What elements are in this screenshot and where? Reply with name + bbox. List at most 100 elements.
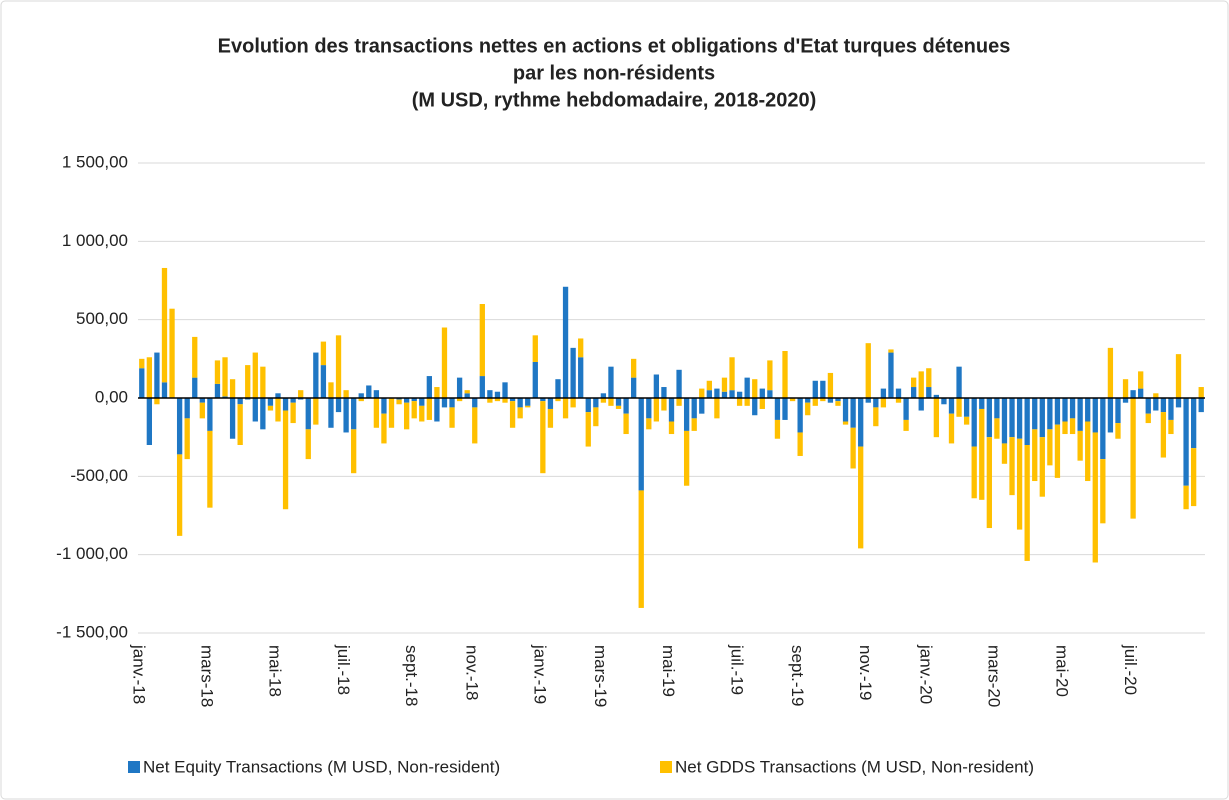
bar-segment — [880, 398, 887, 408]
bar-segment — [252, 352, 258, 398]
bar-segment — [199, 398, 205, 403]
x-tick-label: nov.-19 — [856, 645, 875, 700]
x-tick-label: janv.-19 — [531, 644, 550, 704]
bar-segment — [842, 421, 849, 425]
bar-segment — [608, 366, 614, 398]
bar-segment — [305, 398, 311, 430]
bar-segment — [873, 407, 879, 427]
bar-segment — [1047, 429, 1053, 466]
x-tick-label: juil.-19 — [727, 644, 746, 695]
bar-segment — [161, 382, 168, 398]
bar-segment — [464, 393, 470, 398]
bar-segment — [646, 398, 652, 419]
bar-segment — [835, 398, 841, 402]
bar-segment — [419, 398, 425, 406]
bar-segment — [979, 408, 985, 500]
bar-segment — [926, 368, 932, 388]
bar-segment — [199, 402, 205, 419]
bar-segment — [426, 398, 432, 420]
bar-segment — [192, 336, 198, 378]
bar-segment — [729, 390, 735, 398]
bar-segment — [252, 398, 258, 422]
bar-segment — [1168, 398, 1174, 420]
bar-segment — [948, 413, 955, 444]
bar-segment — [1054, 398, 1061, 425]
bar-segment — [1130, 390, 1136, 398]
bar-segment — [381, 398, 387, 414]
bar-segment — [237, 398, 243, 405]
bar-segment — [721, 377, 728, 392]
bar-segment — [895, 388, 902, 398]
bar-segment — [578, 357, 584, 398]
bar-segment — [744, 398, 750, 406]
bar-segment — [547, 398, 554, 409]
bar-segment — [948, 398, 955, 414]
bar-segment — [774, 398, 781, 420]
bar-segment — [237, 404, 243, 445]
bar-segment — [555, 379, 561, 398]
bar-segment — [555, 398, 561, 402]
bar-segment — [456, 398, 463, 402]
bar-segment — [525, 405, 531, 408]
bar-segment — [714, 398, 720, 419]
bar-segment — [986, 398, 992, 438]
bar-segment — [835, 401, 841, 406]
bar-segment — [517, 398, 523, 408]
bar-segment — [396, 399, 402, 405]
bar-segment — [1115, 423, 1121, 439]
bar-segment — [895, 398, 902, 403]
bar-segment — [827, 372, 834, 398]
bar-segment — [547, 408, 554, 428]
bar-segment — [245, 365, 251, 398]
bar-segment — [381, 413, 387, 444]
bar-segment — [1085, 398, 1091, 422]
bar-segment — [335, 398, 342, 413]
bar-segment — [1047, 398, 1053, 430]
bar-segment — [744, 377, 750, 398]
bar-segment — [517, 407, 523, 419]
bar-segment — [963, 416, 970, 425]
bar-segment — [1001, 443, 1008, 464]
bar-segment — [820, 380, 826, 398]
bar-segment — [328, 382, 334, 398]
bar-segment — [1122, 398, 1129, 403]
bar-segment — [320, 341, 327, 366]
bar-segment — [911, 377, 917, 388]
bar-segment — [1092, 432, 1098, 563]
bar-segment — [464, 390, 470, 394]
bar-segment — [1198, 387, 1204, 398]
bar-segment — [903, 419, 909, 431]
bar-segment — [873, 398, 879, 408]
bar-segment — [441, 398, 448, 408]
bar-segment — [805, 398, 811, 403]
legend-label: Net Equity Transactions (M USD, Non-resi… — [143, 757, 500, 776]
bar-segment — [358, 398, 364, 402]
bar-segment — [1069, 418, 1076, 435]
y-tick-label: 1 500,00 — [62, 152, 128, 171]
bar-segment — [1175, 354, 1182, 398]
bar-segment — [994, 398, 1000, 419]
bar-segment — [721, 391, 728, 398]
bar-segment — [593, 407, 599, 427]
bar-segment — [858, 398, 864, 447]
bar-segment — [320, 365, 327, 398]
bar-segment — [525, 398, 531, 406]
bar-segment — [956, 398, 962, 417]
bar-segment — [305, 429, 311, 460]
bar-segment — [1077, 398, 1083, 431]
bar-segment — [214, 360, 221, 384]
x-tick-label: janv.-20 — [917, 644, 936, 704]
bar-segment — [1115, 398, 1121, 424]
bar-segment — [979, 398, 985, 409]
bar-segment — [449, 407, 455, 428]
bar-segment — [1138, 371, 1144, 389]
bar-segment — [918, 371, 924, 398]
bar-segment — [1107, 347, 1114, 398]
legend-swatch — [128, 761, 140, 773]
bar-segment — [1145, 398, 1151, 414]
bar-segment — [1062, 421, 1068, 435]
bar-segment — [759, 388, 765, 398]
bar-segment — [373, 390, 380, 398]
bar-segment — [1138, 388, 1144, 398]
